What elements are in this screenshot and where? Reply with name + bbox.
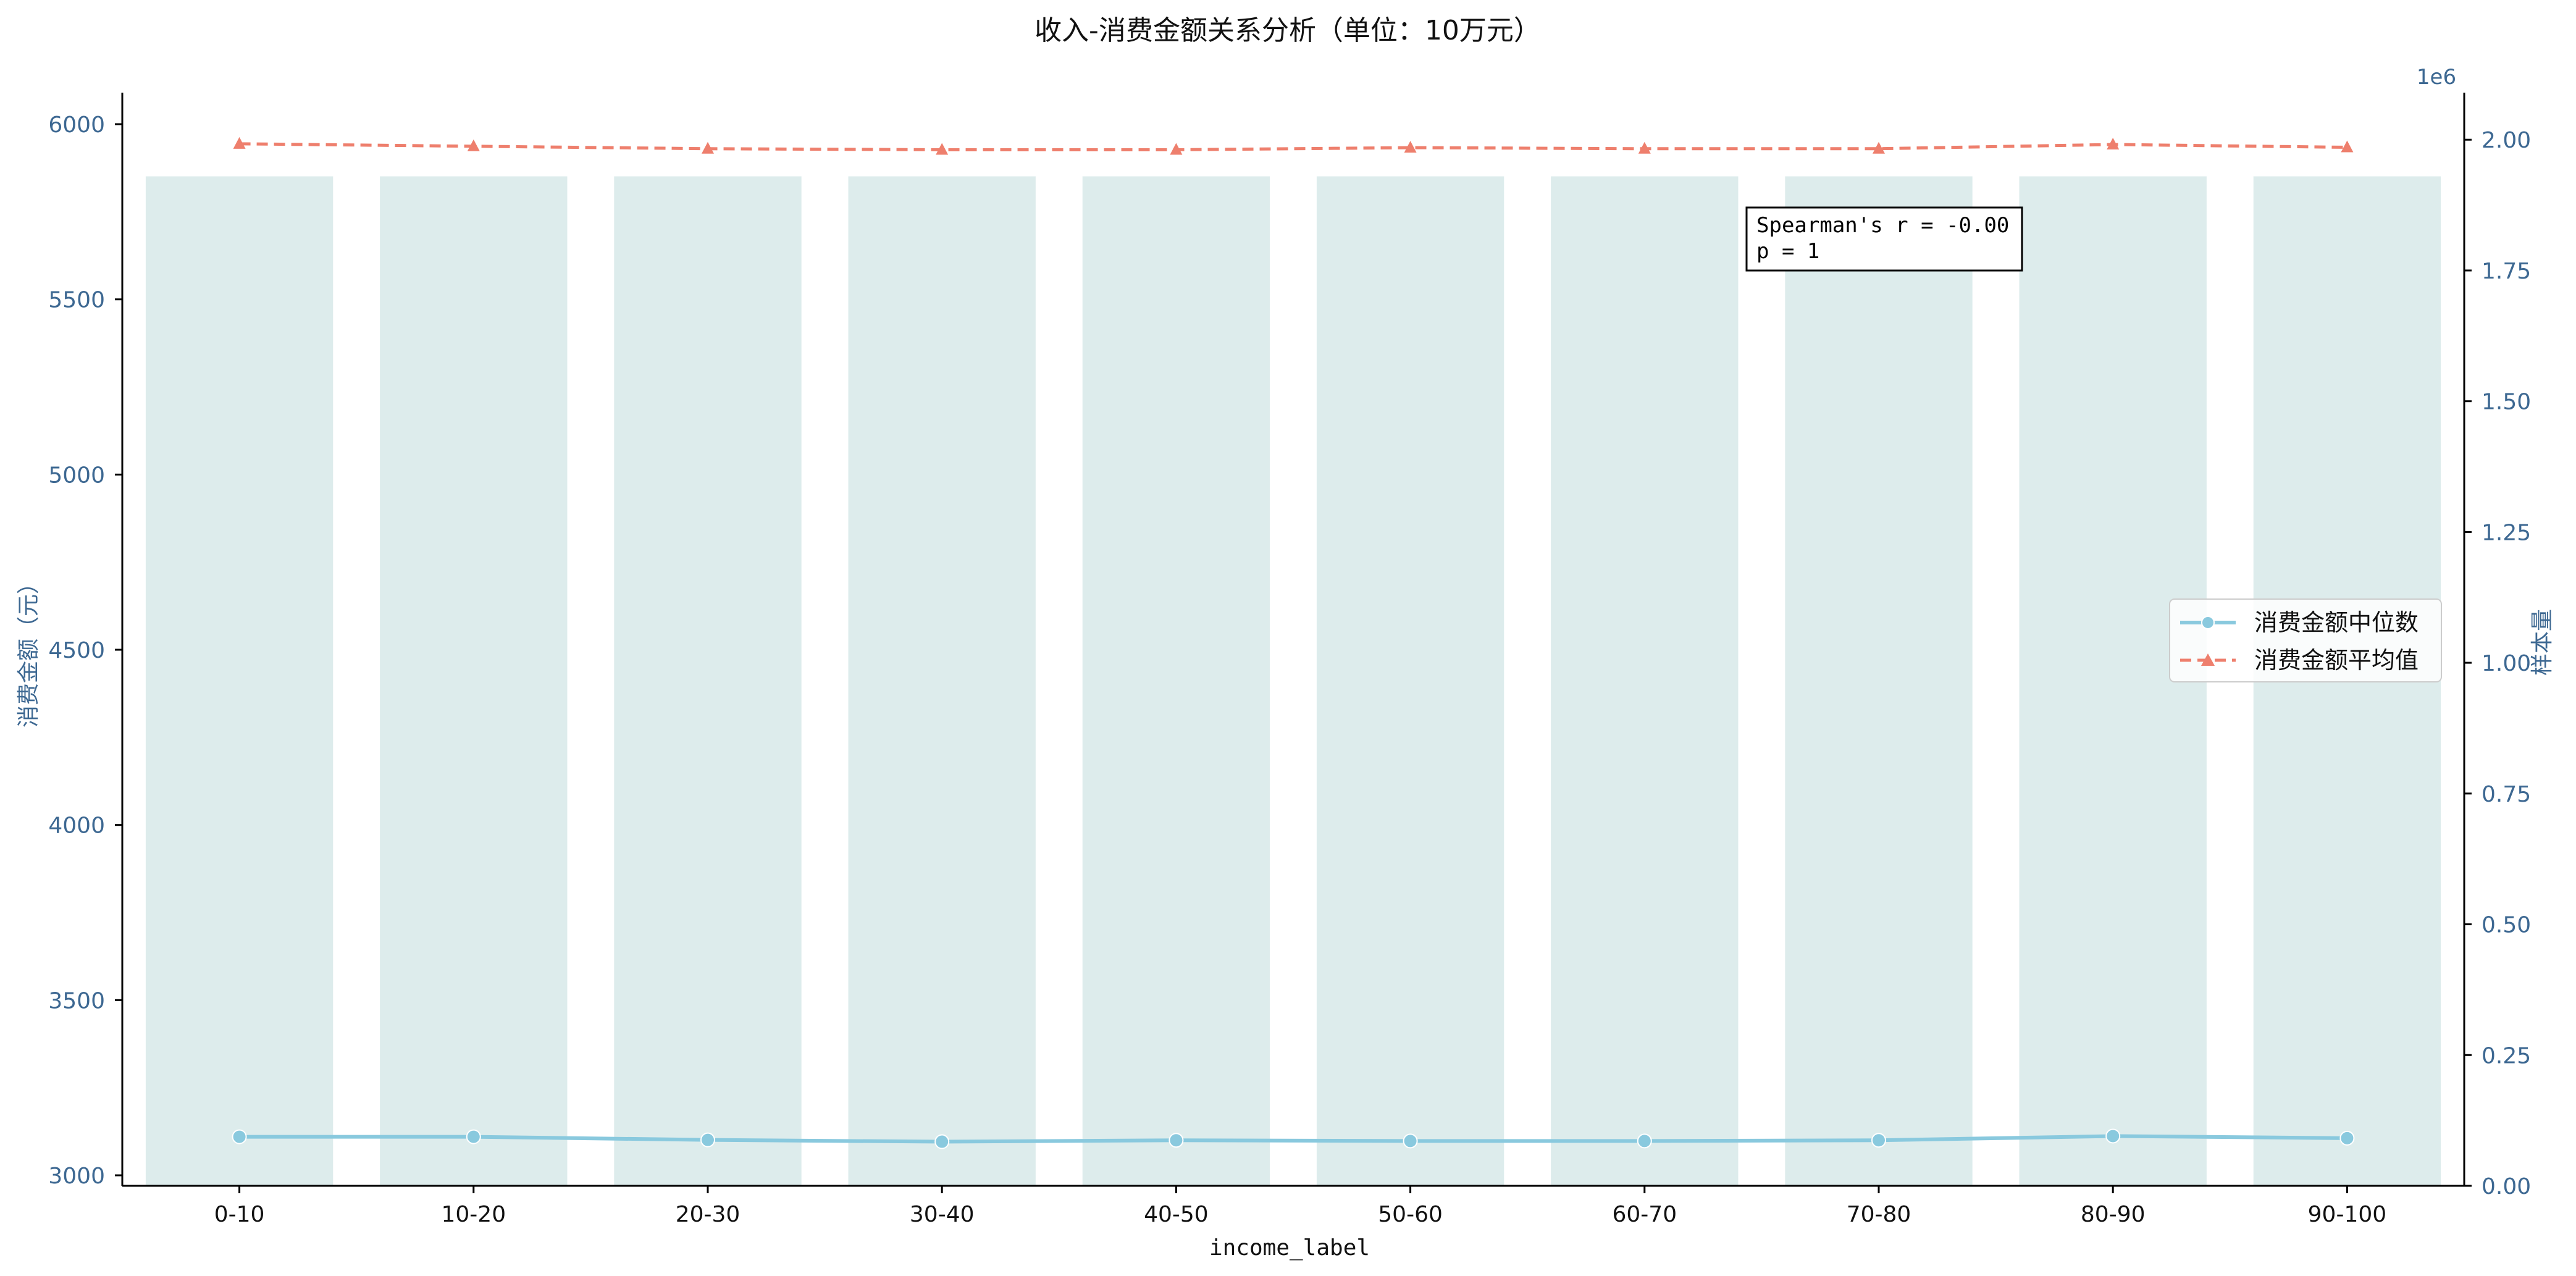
- mean-data-point: [1873, 141, 1885, 154]
- legend: 消费金额中位数 消费金额平均值: [2169, 598, 2442, 682]
- x-axis-tick-label: 20-30: [676, 1202, 740, 1227]
- right-axis-tick-label: 0.00: [2482, 1174, 2531, 1199]
- mean-data-point: [2107, 137, 2120, 149]
- x-axis-tick-label: 90-100: [2308, 1202, 2387, 1227]
- right-axis-label: 样本量: [2530, 609, 2555, 676]
- median-data-point: [466, 1129, 481, 1144]
- right-axis-tick-label: 1.50: [2482, 390, 2531, 415]
- median-series-line: [239, 1134, 2347, 1144]
- stats-annotation-line1: Spearman's r = -0.00: [1756, 213, 2009, 238]
- mean-data-point: [1404, 141, 1417, 153]
- chart-title: 收入-消费金额关系分析（单位：10万元）: [1034, 15, 1541, 46]
- right-axis-tick-label: 1.25: [2482, 520, 2531, 545]
- left-axis-tick-label: 3000: [48, 1164, 105, 1189]
- sample-size-bar: [848, 176, 1036, 1186]
- right-axis-tick-label: 1.75: [2482, 259, 2531, 284]
- legend-item-median: 消费金额中位数: [2180, 609, 2419, 636]
- right-axis-tick-label: 0.50: [2482, 913, 2531, 938]
- mean-data-point: [936, 143, 949, 155]
- mean-data-point: [467, 139, 480, 151]
- stats-annotation: Spearman's r = -0.00 p = 1: [1745, 206, 2023, 272]
- left-axis-tick-label: 5500: [48, 288, 105, 313]
- legend-label-mean: 消费金额平均值: [2254, 647, 2419, 674]
- right-axis-tick-label: 1.00: [2482, 651, 2531, 676]
- sample-size-bar: [1551, 176, 1739, 1186]
- sample-size-bar: [1316, 176, 1504, 1186]
- x-axis-tick-label: 10-20: [441, 1202, 506, 1227]
- mean-series-line: [239, 142, 2347, 151]
- median-data-point: [232, 1129, 247, 1144]
- median-data-point: [2105, 1128, 2121, 1144]
- bars-layer: [145, 176, 2441, 1186]
- right-axis-tick-label: 2.00: [2482, 128, 2531, 153]
- legend-frame: [2169, 598, 2442, 682]
- right-axis-tick-label: 0.25: [2482, 1043, 2531, 1068]
- legend-label-median: 消费金额中位数: [2254, 609, 2419, 636]
- median-data-point: [2339, 1130, 2355, 1146]
- right-axis-tick-label: 0.75: [2482, 782, 2531, 807]
- lines-layer: [232, 136, 2355, 1149]
- x-axis-tick-label: 0-10: [214, 1202, 265, 1227]
- sample-size-bar: [380, 176, 568, 1186]
- median-data-point: [700, 1132, 715, 1148]
- median-data-point: [1168, 1133, 1184, 1148]
- median-data-point: [934, 1134, 950, 1149]
- left-axis-tick-label: 4000: [48, 813, 105, 839]
- x-axis-label: income_label: [1209, 1235, 1370, 1261]
- stats-annotation-line2: p = 1: [1756, 239, 1819, 264]
- x-axis-tick-label: 80-90: [2081, 1202, 2146, 1227]
- median-data-point: [1637, 1133, 1652, 1149]
- x-axis-tick-label: 50-60: [1378, 1202, 1443, 1227]
- left-axis-tick-label: 4500: [48, 638, 105, 663]
- mean-data-point: [1638, 141, 1651, 154]
- sample-size-bar: [1082, 176, 1270, 1186]
- x-axis-tick-label: 40-50: [1144, 1202, 1209, 1227]
- right-axis-offset-label: 1e6: [2417, 65, 2456, 90]
- median-data-point: [1871, 1133, 1886, 1148]
- x-axis-tick-label: 60-70: [1612, 1202, 1677, 1227]
- mean-data-point: [2341, 140, 2354, 153]
- left-axis-tick-label: 6000: [48, 112, 105, 138]
- axes-layer: 3000 3500 4000 4500 5000 5500 6000 0.00 0.25 0.50…: [48, 93, 2531, 1227]
- sample-size-bar: [614, 176, 802, 1186]
- mean-data-point: [1170, 143, 1183, 155]
- sample-size-bar: [145, 176, 334, 1186]
- left-axis-label: 消费金额（元）: [16, 572, 41, 728]
- sample-size-bar: [1785, 176, 1973, 1186]
- median-data-point: [1403, 1133, 1418, 1149]
- left-axis-tick-label: 5000: [48, 463, 105, 488]
- legend-marker-median: [2201, 616, 2215, 629]
- legend-marker-mean: [2201, 653, 2215, 666]
- x-axis-tick-label: 30-40: [910, 1202, 975, 1227]
- mean-data-point: [702, 141, 714, 154]
- legend-item-mean: 消费金额平均值: [2180, 647, 2419, 674]
- left-axis-tick-label: 3500: [48, 988, 105, 1014]
- mean-data-point: [233, 136, 246, 149]
- stats-annotation-box: [1745, 206, 2023, 272]
- x-axis-tick-label: 70-80: [1847, 1202, 1911, 1227]
